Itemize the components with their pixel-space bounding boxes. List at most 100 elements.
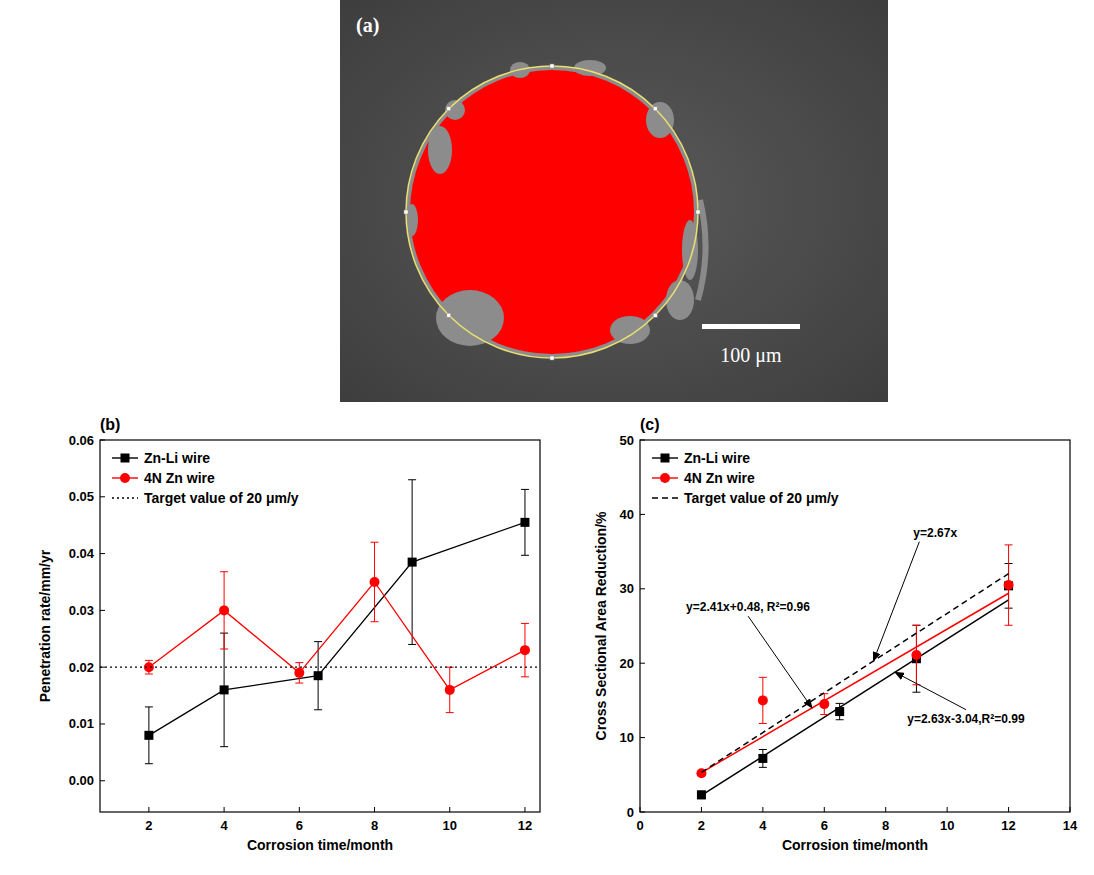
series [144, 480, 529, 764]
y-tick-label: 0.05 [69, 489, 94, 504]
marker-square [835, 707, 844, 716]
y-tick-label: 0.03 [69, 603, 94, 618]
legend-line [652, 497, 678, 498]
marker-circle [219, 605, 229, 615]
corrosion-pit [682, 220, 698, 280]
reference-line [100, 667, 540, 668]
scale-bar [702, 324, 800, 329]
fit-line [701, 600, 1008, 796]
x-tick-label: 2 [698, 818, 705, 833]
y-tick-label: 0.04 [69, 546, 95, 561]
y-tick [640, 588, 645, 589]
marker-square [661, 454, 670, 463]
marker-square [314, 671, 323, 680]
error-bar [145, 707, 153, 764]
figure: 100 μm(a)246810120.000.010.020.030.040.0… [0, 0, 1094, 875]
marker-circle [660, 473, 670, 483]
data-layer [696, 545, 1013, 799]
x-tick [524, 807, 525, 812]
corrosion-pit [666, 280, 694, 320]
marker-square [220, 685, 229, 694]
handle [653, 313, 657, 317]
y-tick [100, 553, 105, 554]
marker-square [408, 558, 417, 567]
marker-circle [445, 685, 455, 695]
x-axis-title: Corrosion time/month [782, 837, 928, 853]
error-bar [759, 750, 767, 768]
x-tick-label: 8 [882, 818, 889, 833]
data-layer [100, 480, 540, 764]
y-tick-label: 0 [627, 805, 634, 820]
error-bar [759, 677, 767, 723]
error-bar [697, 791, 705, 798]
chart: 0246810121401020304050Corrosion time/mon… [593, 416, 1078, 853]
legend-line [112, 497, 138, 498]
annotation-arrow [873, 542, 919, 661]
legend: Zn-Li wire4N Zn wireTarget value of 20 μ… [112, 450, 299, 506]
marker-circle [758, 695, 768, 705]
handle [404, 210, 408, 214]
x-tick-label: 8 [371, 818, 378, 833]
y-tick-label: 40 [620, 507, 634, 522]
y-tick-label: 0.01 [69, 716, 94, 731]
x-tick [947, 807, 948, 812]
y-tick [100, 780, 105, 781]
marker-circle [911, 650, 921, 660]
marker-circle [120, 473, 130, 483]
error-bar [1005, 545, 1013, 625]
x-tick [449, 807, 450, 812]
error-bar [446, 667, 454, 712]
legend-label: Target value of 20 μm/y [684, 490, 839, 506]
marker-circle [819, 699, 829, 709]
y-tick-label: 0.02 [69, 660, 94, 675]
legend-label: Zn-Li wire [144, 450, 210, 466]
handle [696, 210, 700, 214]
y-axis-title: Penetration rate/mm/yr [37, 549, 53, 702]
x-tick [299, 807, 300, 812]
x-tick [762, 807, 763, 812]
marker-square [520, 518, 529, 527]
y-tick [100, 496, 105, 497]
marker-square [144, 731, 153, 740]
error-bar [220, 572, 228, 649]
equation-label: y=2.63x-3.04,R²=0.99 [907, 712, 1025, 726]
x-tick-label: 12 [518, 818, 532, 833]
equation-label: y=2.67x [913, 526, 957, 540]
scale-bar-label: 100 μm [720, 344, 782, 367]
y-tick [640, 514, 645, 515]
x-tick-label: 14 [1063, 818, 1078, 833]
corrosion-pit [646, 102, 674, 138]
y-tick-label: 0.06 [69, 433, 94, 448]
handle [653, 107, 657, 111]
marker-circle [1004, 580, 1014, 590]
halo [698, 200, 706, 300]
marker-circle [294, 668, 304, 678]
x-axis-title: Corrosion time/month [247, 837, 393, 853]
annotations: y=2.63x-3.04,R²=0.99y=2.41x+0.48, R²=0.9… [686, 526, 1025, 726]
x-tick-label: 2 [145, 818, 152, 833]
y-tick [640, 440, 645, 441]
series-line [149, 522, 525, 735]
marker-circle [520, 645, 530, 655]
y-tick [100, 440, 105, 441]
marker-square [758, 754, 767, 763]
series [100, 667, 540, 668]
annotation-arrow [895, 672, 966, 710]
x-tick [885, 807, 886, 812]
y-tick [100, 610, 105, 611]
series [696, 545, 1013, 778]
y-tick [640, 663, 645, 664]
series-line [149, 582, 525, 690]
y-axis-title: Cross Sectional Area Reduction/% [593, 511, 609, 741]
x-tick-label: 4 [759, 818, 767, 833]
y-tick [100, 723, 105, 724]
x-tick [224, 807, 225, 812]
marker-square [697, 790, 706, 799]
error-bar [295, 663, 303, 683]
plot-frame [640, 440, 1070, 812]
marker-square [121, 454, 130, 463]
series [697, 564, 1013, 800]
micrograph: 100 μm(a) [340, 0, 888, 402]
x-tick-label: 10 [940, 818, 954, 833]
corrosion-pit [428, 126, 452, 174]
